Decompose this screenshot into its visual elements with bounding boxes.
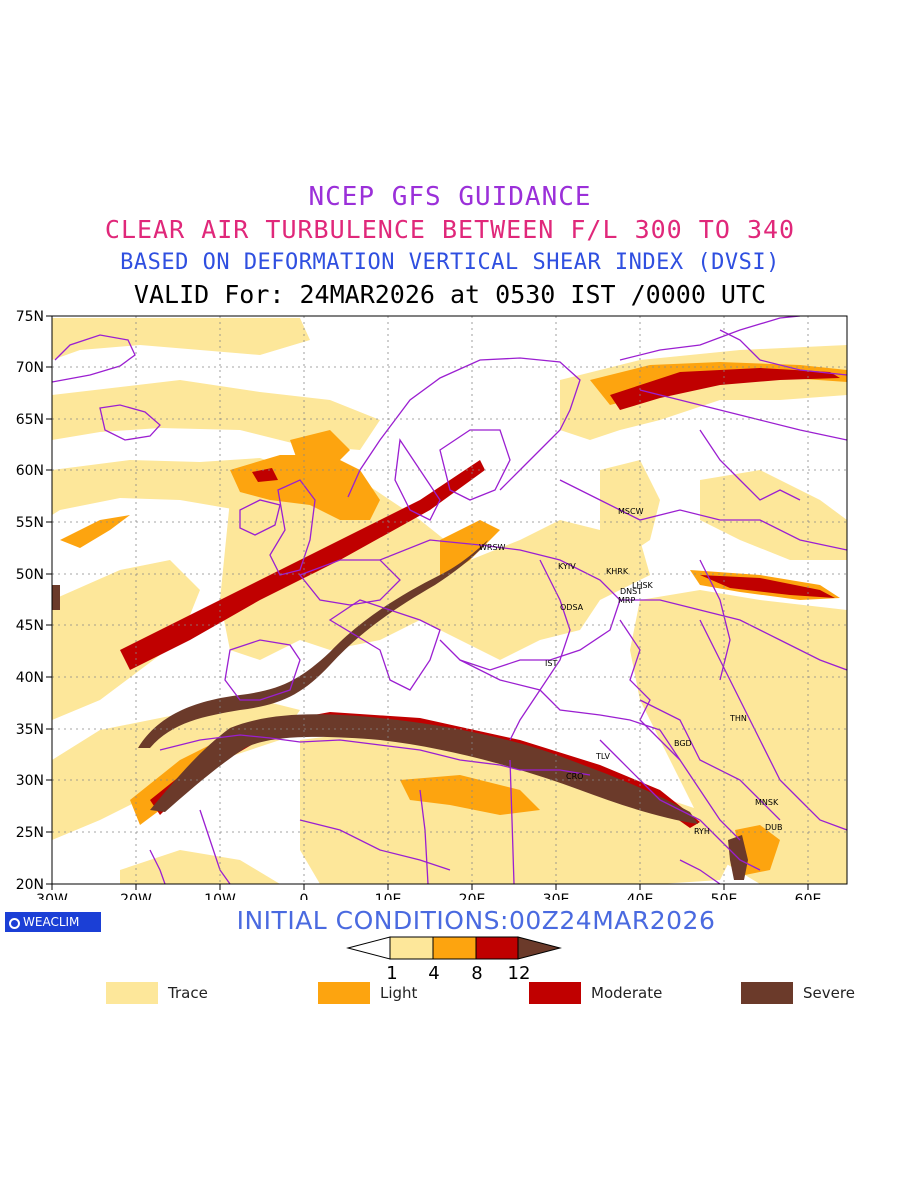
scale-light — [432, 936, 477, 960]
lon-label: 10E — [375, 892, 402, 900]
city-label: KYIV — [558, 562, 576, 571]
lon-label: 10W — [204, 892, 236, 900]
scale-tick: 8 — [471, 963, 482, 982]
scale-below-1 — [346, 936, 391, 960]
valid-time-line: VALID For: 24MAR2026 at 0530 IST /0000 U… — [133, 280, 767, 309]
country-borders — [52, 316, 847, 884]
scale-moderate — [475, 936, 519, 960]
legend-label: Trace — [168, 984, 208, 1002]
longitude-labels: 30W 20W 10W 0 10E 20E 30E 40E 50E 60E — [36, 892, 821, 900]
legend-swatch — [106, 982, 158, 1004]
title-line-3: BASED ON DEFORMATION VERTICAL SHEAR INDE… — [120, 250, 780, 275]
scale-severe — [517, 936, 562, 960]
lat-label: 25N — [16, 825, 44, 841]
lat-label: 40N — [16, 670, 44, 686]
lat-label: 70N — [16, 360, 44, 376]
logo-ring-icon — [9, 918, 20, 929]
scale-tick: 12 — [508, 963, 531, 982]
lon-label: 0 — [300, 892, 309, 900]
lon-label: 30E — [543, 892, 570, 900]
title-line-2: CLEAR AIR TURBULENCE BETWEEN F/L 300 TO … — [104, 215, 796, 244]
city-labels: WRSW KYIV KHRK LHSK DNST MRP ODSA MSCW I… — [479, 507, 783, 836]
legend-swatch — [741, 982, 793, 1004]
city-label: WRSW — [479, 543, 506, 552]
latitude-labels: 75N 70N 65N 60N 55N 50N 45N 40N 35N 30N … — [16, 309, 44, 893]
lon-label: 60E — [795, 892, 822, 900]
axis-ticks — [46, 315, 809, 890]
logo-text: WEACLIM — [23, 915, 80, 929]
lat-label: 45N — [16, 618, 44, 634]
lat-label: 55N — [16, 515, 44, 531]
legend-swatch — [529, 982, 581, 1004]
city-label: MNSK — [755, 798, 779, 807]
title-line-1: NCEP GFS GUIDANCE — [308, 182, 592, 212]
legend-label: Severe — [803, 984, 855, 1002]
lon-label: 40E — [627, 892, 654, 900]
city-label: RYH — [694, 827, 710, 836]
lat-label: 75N — [16, 309, 44, 325]
city-label: TLV — [595, 752, 610, 761]
legend-light: Light — [318, 982, 417, 1004]
legend-trace: Trace — [106, 982, 208, 1004]
map-frame — [51, 315, 848, 885]
lat-label: 50N — [16, 567, 44, 583]
turbulence-field — [52, 318, 847, 884]
legend-label: Moderate — [591, 984, 663, 1002]
city-label: MRP — [618, 596, 635, 605]
city-label: CRO — [566, 772, 583, 781]
lat-label: 20N — [16, 877, 44, 893]
scale-tick: 1 — [386, 963, 397, 982]
lon-label: 30W — [36, 892, 68, 900]
city-label: ODSA — [560, 603, 584, 612]
city-label: LHSK — [632, 581, 654, 590]
lat-label: 65N — [16, 412, 44, 428]
legend-label: Light — [380, 984, 418, 1002]
city-label: BGD — [674, 739, 692, 748]
legend-severe: Severe — [741, 982, 855, 1004]
legend-moderate: Moderate — [529, 982, 662, 1004]
city-label: DUB — [765, 823, 783, 832]
lon-label: 20W — [120, 892, 152, 900]
city-label: THN — [729, 714, 747, 723]
scale-trace — [389, 936, 434, 960]
lat-label: 60N — [16, 463, 44, 479]
legend-swatch — [318, 982, 370, 1004]
city-label: IST — [545, 659, 557, 668]
color-scale: 1 4 8 12 — [346, 936, 562, 982]
weaclim-logo: WEACLIM — [5, 912, 101, 932]
city-label: MSCW — [618, 507, 644, 516]
turbulence-map: 75N 70N 65N 60N 55N 50N 45N 40N 35N 30N … — [16, 309, 848, 900]
initial-conditions: INITIAL CONDITIONS:00Z24MAR2026 — [236, 906, 716, 935]
city-label: DNST — [620, 587, 642, 596]
lon-label: 50E — [711, 892, 738, 900]
scale-tick: 4 — [428, 963, 439, 982]
lat-label: 35N — [16, 722, 44, 738]
lon-label: 20E — [459, 892, 486, 900]
trace-areas — [52, 318, 847, 884]
city-label: KHRK — [606, 567, 629, 576]
gridlines — [52, 316, 847, 884]
lat-label: 30N — [16, 773, 44, 789]
